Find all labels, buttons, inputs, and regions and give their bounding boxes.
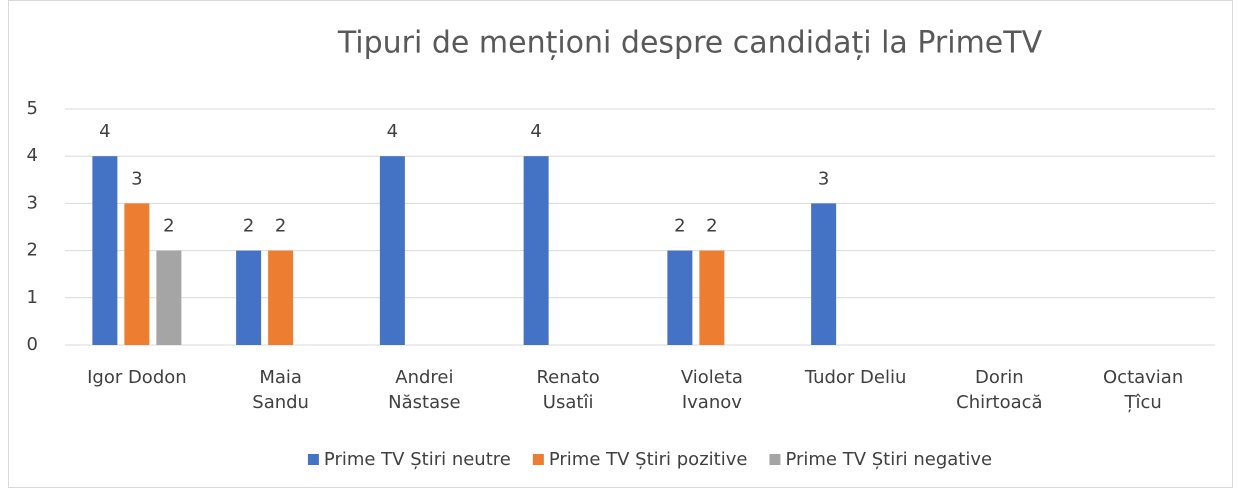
bar bbox=[811, 203, 837, 345]
bar bbox=[156, 250, 182, 345]
chart-frame bbox=[8, 0, 1233, 488]
y-tick-label: 3 bbox=[27, 192, 38, 213]
legend-label: Prime TV Știri neutre bbox=[324, 449, 511, 470]
x-tick-label: Octavian Țîcu bbox=[1103, 367, 1183, 413]
legend-swatch bbox=[532, 454, 544, 465]
x-tick-label: Maia Sandu bbox=[252, 367, 309, 413]
data-label: 3 bbox=[818, 168, 829, 189]
legend-label: Prime TV Știri negative bbox=[785, 449, 992, 470]
data-label: 3 bbox=[131, 168, 142, 189]
data-label: 4 bbox=[387, 121, 398, 142]
x-tick-label: Igor Dodon bbox=[87, 367, 187, 388]
legend-swatch bbox=[307, 454, 319, 465]
bar bbox=[124, 203, 150, 345]
data-label: 2 bbox=[163, 216, 174, 237]
y-tick-label: 1 bbox=[27, 287, 38, 308]
data-label: 2 bbox=[243, 216, 254, 237]
data-label: 2 bbox=[706, 216, 717, 237]
bar bbox=[92, 156, 118, 345]
data-label: 2 bbox=[275, 216, 286, 237]
x-tick-label: Andrei Năstase bbox=[388, 367, 460, 413]
data-label: 4 bbox=[530, 121, 541, 142]
legend: Prime TV Știri neutre Prime TV Știri pozi… bbox=[307, 449, 992, 470]
legend-label: Prime TV Știri pozitive bbox=[549, 449, 748, 470]
x-tick-label: Violeta Ivanov bbox=[681, 367, 743, 413]
bar bbox=[699, 250, 725, 345]
legend-swatch bbox=[769, 454, 781, 465]
y-tick-label: 0 bbox=[27, 334, 38, 355]
data-label: 4 bbox=[99, 121, 110, 142]
bar bbox=[667, 250, 693, 345]
chart-title: Tipuri de menționi despre candidați la P… bbox=[337, 26, 1043, 61]
data-label: 2 bbox=[674, 216, 685, 237]
y-tick-label: 5 bbox=[27, 98, 38, 119]
x-tick-label: Tudor Deliu bbox=[804, 367, 907, 388]
x-tick-label: Renato Usatîi bbox=[536, 367, 599, 413]
y-tick-label: 2 bbox=[27, 240, 38, 261]
bar bbox=[236, 250, 262, 345]
bar bbox=[268, 250, 294, 345]
bar bbox=[523, 156, 549, 345]
bar bbox=[379, 156, 405, 345]
y-tick-label: 4 bbox=[27, 145, 38, 166]
x-tick-label: Dorin Chirtoacă bbox=[956, 367, 1042, 413]
